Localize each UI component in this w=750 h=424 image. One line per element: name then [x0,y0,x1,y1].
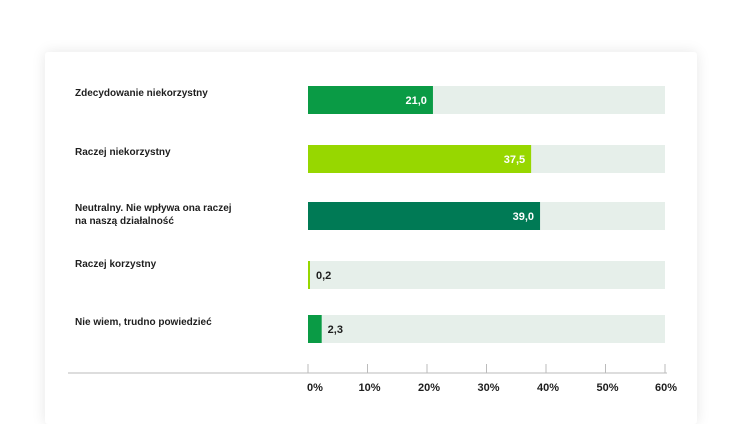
x-tick-label: 0% [307,382,323,394]
value-label: 39,0 [513,211,534,223]
x-tick-label: 50% [596,382,618,394]
bar [308,261,310,289]
value-label: 37,5 [504,154,525,166]
bar [308,315,322,343]
category-label-line: Zdecydowanie niekorzystny [75,88,208,99]
bar [308,145,532,173]
category-label-line: Raczej niekorzystny [75,147,171,158]
category-label: Neutralny. Nie wpływa ona raczej na naszą… [75,202,275,228]
value-label: 2,3 [328,324,343,336]
category-label: Nie wiem, trudno powiedzieć [75,316,275,329]
category-label-line: na naszą działalność [75,216,174,227]
value-label: 0,2 [316,270,331,282]
category-label-line: Raczej korzystny [75,259,157,270]
x-tick-label: 10% [358,382,380,394]
category-label-line: Nie wiem, trudno powiedzieć [75,317,212,328]
x-tick-label: 20% [418,382,440,394]
category-label: Raczej niekorzystny [75,146,275,159]
x-tick-label: 30% [477,382,499,394]
value-label: 21,0 [406,95,427,107]
bar-track [308,261,665,289]
bar-track [308,315,665,343]
category-label-line: Neutralny. Nie wpływa ona raczej [75,203,232,214]
category-label: Zdecydowanie niekorzystny [75,87,275,100]
x-tick-label: 60% [655,382,677,394]
category-label: Raczej korzystny [75,258,275,271]
x-tick-label: 40% [537,382,559,394]
bar [308,202,541,230]
bar [308,86,433,114]
